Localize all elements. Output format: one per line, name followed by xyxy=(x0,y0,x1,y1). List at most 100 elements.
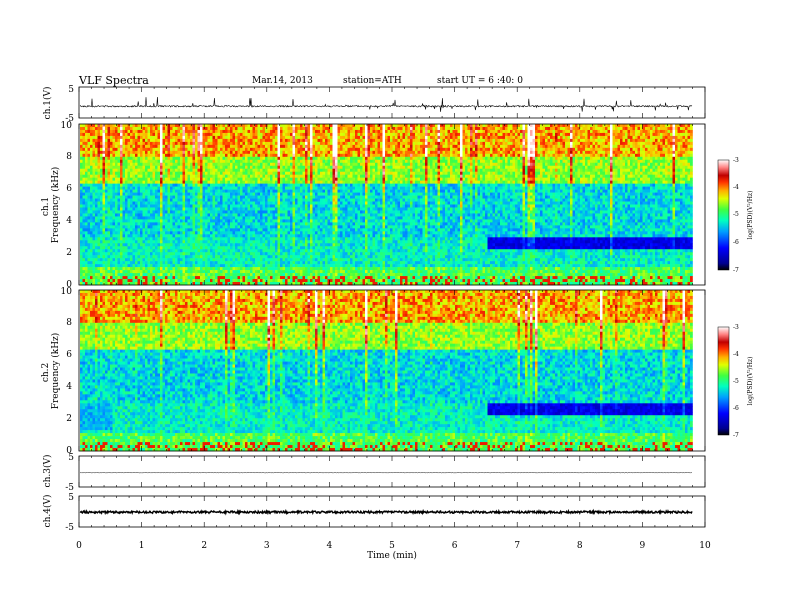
spectrogram-cell xyxy=(230,243,233,246)
spectrogram-cell xyxy=(178,163,181,166)
spectrogram-cell xyxy=(288,240,291,243)
spectrogram-cell xyxy=(200,264,203,267)
spectrogram-cell xyxy=(225,145,228,148)
spectrogram-cell xyxy=(120,145,123,148)
spectrogram-cell xyxy=(258,243,261,246)
spectrogram-cell xyxy=(175,240,178,243)
spectrogram-cell xyxy=(150,199,153,202)
spectrogram-cell xyxy=(100,219,103,222)
spectrogram-cell xyxy=(165,160,168,163)
spectrogram-cell xyxy=(228,205,231,208)
spectrogram-cell xyxy=(213,178,216,181)
spectrogram-cell xyxy=(163,216,166,219)
spectrogram-cell xyxy=(90,142,93,145)
spectrogram-cell xyxy=(205,273,208,276)
spectrogram-cell xyxy=(173,246,176,249)
spectrogram-cell xyxy=(130,258,133,261)
spectrogram-cell xyxy=(158,234,161,237)
spectrogram-cell xyxy=(163,145,166,148)
spectrogram-cell xyxy=(178,249,181,252)
spectrogram-cell xyxy=(98,219,101,222)
spectrogram-cell xyxy=(103,222,106,225)
spectrogram-cell xyxy=(183,255,186,258)
spectrogram-cell xyxy=(215,145,218,148)
spectrogram-cell xyxy=(205,154,208,157)
spectrogram-cell xyxy=(105,133,108,136)
spectrogram-cell xyxy=(270,276,273,279)
spectrogram-cell xyxy=(195,240,198,243)
spectrogram-cell xyxy=(183,243,186,246)
spectrogram-cell xyxy=(143,196,146,199)
spectrogram-cell xyxy=(225,237,228,240)
spectrogram-cell xyxy=(95,172,98,175)
spectrogram-cell xyxy=(88,252,91,255)
spectrogram-cell xyxy=(163,130,166,133)
spectrogram-cell xyxy=(125,199,128,202)
spectrogram-cell xyxy=(265,169,268,172)
spectrogram-cell xyxy=(180,255,183,258)
ch1-waveform-trace xyxy=(80,97,692,112)
spectrogram-cell xyxy=(128,169,131,172)
spectrogram-cell xyxy=(208,175,211,178)
spectrogram-cell xyxy=(93,187,96,190)
spectrogram-cell xyxy=(248,124,251,127)
spectrogram-cell xyxy=(145,273,148,276)
spectrogram-cell xyxy=(305,151,308,154)
spectrogram-cell xyxy=(185,154,188,157)
spectrogram-cell xyxy=(290,264,293,267)
spectrogram-cell xyxy=(248,219,251,222)
spectrogram-cell xyxy=(283,199,286,202)
spectrogram-cell xyxy=(125,163,128,166)
spectrogram-cell xyxy=(295,240,298,243)
spectrogram-cell xyxy=(278,267,281,270)
spectrogram-cell xyxy=(238,231,241,234)
spectrogram-cell xyxy=(135,219,138,222)
spectrogram-cell xyxy=(290,225,293,228)
spectrogram-cell xyxy=(210,216,213,219)
spectrogram-cell xyxy=(170,193,173,196)
spectrogram-cell xyxy=(290,175,293,178)
spectrogram-cell xyxy=(243,202,246,205)
spectrogram-cell xyxy=(295,228,298,231)
spectrogram-cell xyxy=(293,240,296,243)
spectrogram-cell xyxy=(283,228,286,231)
spectrogram-cell xyxy=(243,130,246,133)
spectrogram-cell xyxy=(183,154,186,157)
spectrogram-cell xyxy=(265,237,268,240)
spectrogram-cell xyxy=(115,267,118,270)
spectrogram-cell xyxy=(293,127,296,130)
spectrogram-cell xyxy=(148,172,151,175)
spectrogram-cell xyxy=(85,154,88,157)
spectrogram-cell xyxy=(98,246,101,249)
spectrogram-cell xyxy=(188,130,191,133)
spectrogram-cell xyxy=(293,252,296,255)
spectrogram-cell xyxy=(273,184,276,187)
spectrogram-cell xyxy=(138,169,141,172)
spectrogram-cell xyxy=(270,142,273,145)
spectrogram-cell xyxy=(298,249,301,252)
spectrogram-cell xyxy=(168,160,171,163)
spectrogram-cell xyxy=(80,234,83,237)
spectrogram-cell xyxy=(153,222,156,225)
spectrogram-cell xyxy=(140,225,143,228)
spectrogram-cell xyxy=(255,139,258,142)
spectrogram-cell xyxy=(243,160,246,163)
spectrogram-cell xyxy=(273,255,276,258)
spectrogram-cell xyxy=(118,276,121,279)
spectrogram-cell xyxy=(143,193,146,196)
spectrogram-cell xyxy=(185,202,188,205)
spectrogram-cell xyxy=(190,190,193,193)
date-label: Mar.14, 2013 xyxy=(252,76,313,86)
spectrogram-cell xyxy=(225,273,228,276)
spectrogram-cell xyxy=(88,279,91,282)
spectrogram-cell xyxy=(123,142,126,145)
spectrogram-cell xyxy=(215,255,218,258)
spectrogram-cell xyxy=(125,207,128,210)
spectrogram-cell xyxy=(270,151,273,154)
spectrogram-cell xyxy=(135,249,138,252)
spectrogram-cell xyxy=(180,160,183,163)
spectrogram-cell xyxy=(275,130,278,133)
spectrogram-cell xyxy=(228,270,231,273)
spectrogram-cell xyxy=(295,130,298,133)
spectrogram-cell xyxy=(135,160,138,163)
